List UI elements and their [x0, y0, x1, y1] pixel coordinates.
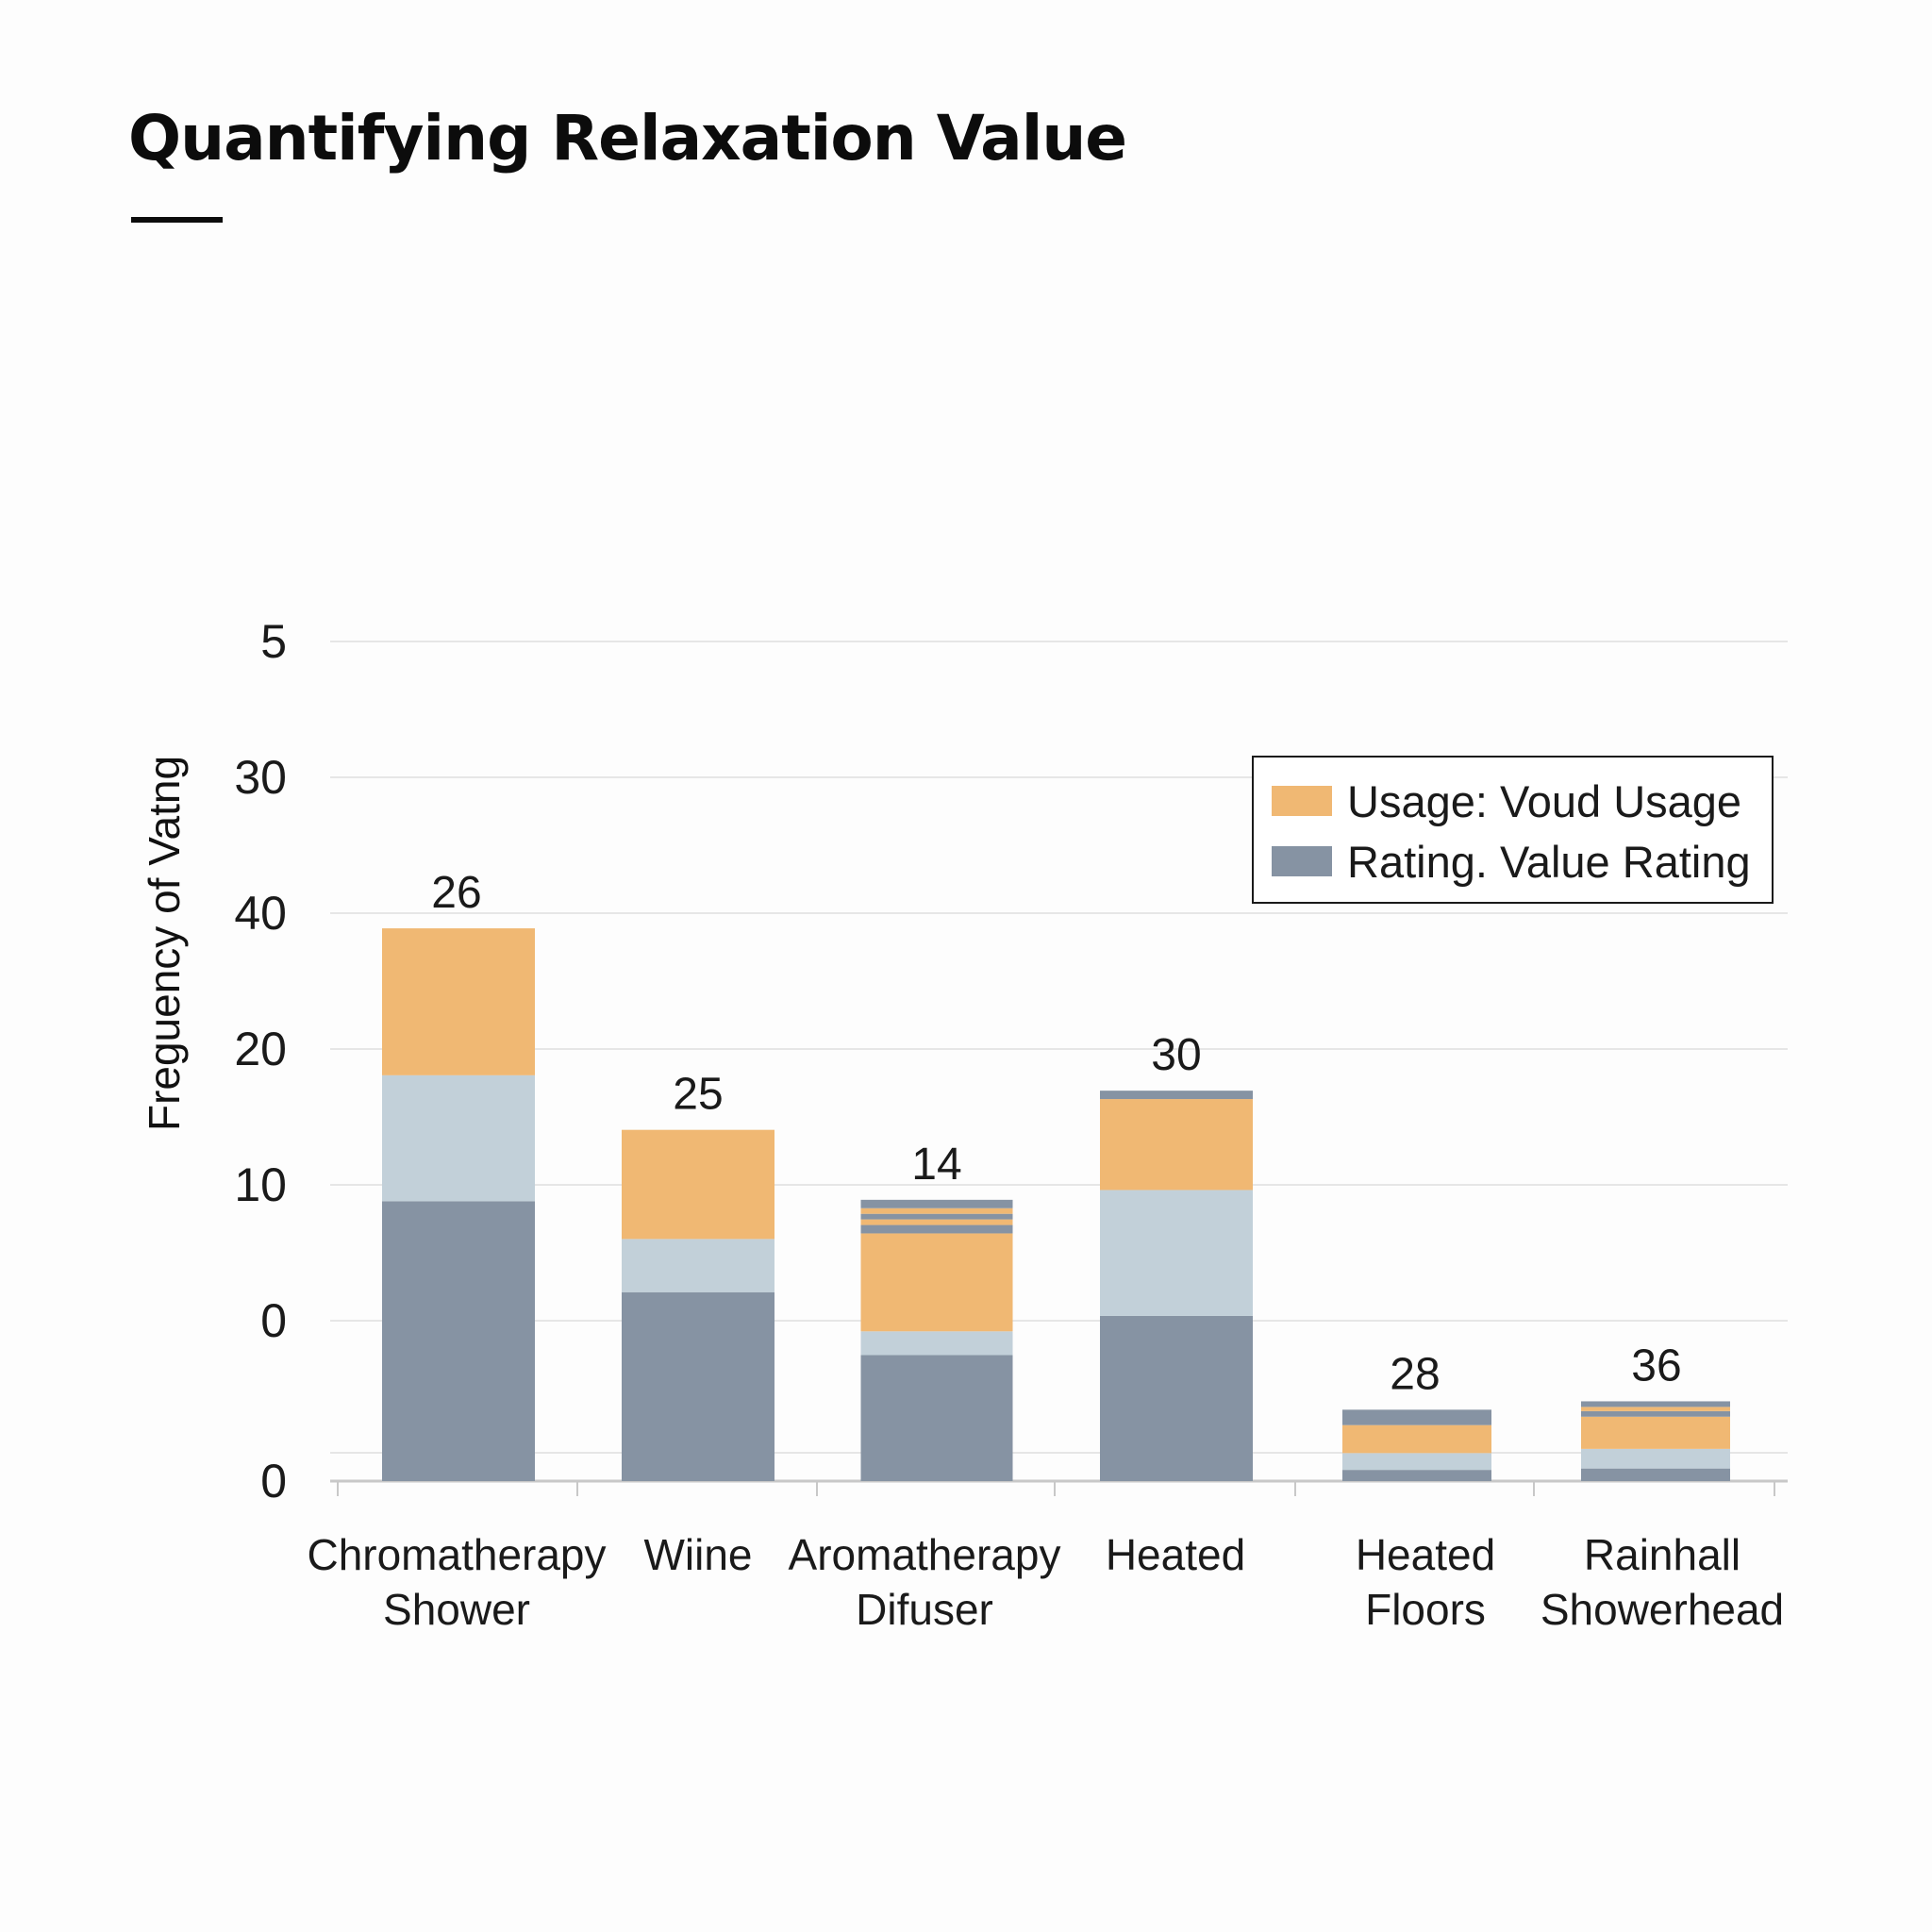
x-tick-label-line: Floors [1365, 1585, 1486, 1634]
bar-segment-usage [860, 1233, 1013, 1332]
x-tick-label-line: Shower [383, 1585, 530, 1634]
chart-title: Quantifying Relaxation Value [128, 102, 1127, 175]
y-axis-label: Freguency of Vatng [140, 756, 189, 1131]
bar-segment-light [1342, 1453, 1491, 1471]
value-labels: 26 25 14 30 28 36 [431, 868, 1681, 1399]
legend-frame [1252, 756, 1774, 904]
x-tick-label-line: Heated [1106, 1530, 1245, 1579]
bar-segment-usage [860, 1208, 1013, 1214]
legend-swatch-usage [1272, 786, 1332, 816]
y-tick-label: 0 [260, 1455, 287, 1507]
bar-segment-rating [1342, 1409, 1491, 1425]
y-tick-label: 40 [234, 887, 287, 940]
bar-segment-usage [1100, 1099, 1253, 1191]
legend-swatch-rating [1272, 846, 1332, 876]
category-labels: Chromatherapy Shower Wiine Aromatherapy Difu… [307, 1530, 1784, 1634]
bar-value-label: 36 [1631, 1341, 1681, 1391]
bar-segment-usage [1581, 1407, 1730, 1411]
legend-label-usage: Usage: Voud Usage [1347, 776, 1741, 826]
x-tick-label-line: Showerhead [1541, 1585, 1784, 1634]
bar-value-label: 26 [431, 868, 481, 918]
x-tick-label-line: Wiine [643, 1530, 752, 1579]
bar-segment-usage [1342, 1424, 1491, 1454]
bar-segment-usage [622, 1129, 774, 1240]
x-tick-label: Chromatherapy Shower [307, 1530, 606, 1634]
bar-segment-rating [382, 1201, 535, 1481]
x-tick-label-line: Rainhall [1584, 1530, 1740, 1579]
bar-value-label: 25 [673, 1070, 723, 1120]
x-tick-label: Aromatherapy Difuser [789, 1530, 1061, 1634]
bars [382, 928, 1730, 1481]
bar-segment-light [382, 1074, 535, 1202]
bar-segment-rating [1581, 1410, 1730, 1417]
legend-label-rating: Rating. Value Rating [1347, 837, 1751, 887]
bar-segment-usage [1581, 1416, 1730, 1449]
bar-segment-rating [860, 1213, 1013, 1220]
bar-segment-rating [622, 1291, 774, 1481]
y-tick-label: 30 [234, 751, 287, 804]
bar-value-label: 14 [911, 1140, 961, 1190]
legend: Usage: Voud Usage Rating. Value Rating [1252, 756, 1774, 904]
bar-segment-rating [1100, 1315, 1253, 1481]
bar-segment-rating [1581, 1468, 1730, 1481]
y-tick-label: 10 [234, 1158, 287, 1211]
x-tick-label: Wiine [643, 1530, 752, 1579]
bar-segment-rating [860, 1355, 1013, 1481]
x-axis [330, 1479, 1788, 1496]
bar-segment-rating [1581, 1401, 1730, 1407]
x-tick-label: Heated Floors [1356, 1530, 1495, 1634]
x-tick-label-line: Chromatherapy [307, 1530, 606, 1579]
y-tick-label: 0 [260, 1294, 287, 1347]
bar-segment-light [622, 1239, 774, 1292]
x-tick-label: Heated [1106, 1530, 1245, 1579]
x-tick-label-line: Aromatherapy [789, 1530, 1061, 1579]
bar-segment-rating [1342, 1470, 1491, 1481]
bar-segment-rating [860, 1199, 1013, 1208]
bar-segment-usage [860, 1219, 1013, 1225]
bar-segment-usage [382, 928, 535, 1075]
bar-value-label: 28 [1390, 1349, 1440, 1399]
x-tick-label: Rainhall Showerhead [1541, 1530, 1784, 1634]
title-underline [131, 217, 223, 223]
y-tick-label: 5 [260, 615, 287, 668]
bar-segment-rating [1100, 1091, 1253, 1100]
x-tick-label-line: Difuser [856, 1585, 993, 1634]
y-tick-label: 20 [234, 1023, 287, 1075]
bar-segment-light [860, 1331, 1013, 1356]
gridlines [330, 641, 1788, 1454]
bar-segment-rating [860, 1224, 1013, 1234]
bar-value-label: 30 [1151, 1030, 1201, 1080]
bar-segment-light [1100, 1190, 1253, 1316]
x-tick-label-line: Heated [1356, 1530, 1495, 1579]
bar-segment-light [1581, 1448, 1730, 1469]
y-axis-ticks: 0 0 10 20 40 30 5 [234, 615, 287, 1507]
